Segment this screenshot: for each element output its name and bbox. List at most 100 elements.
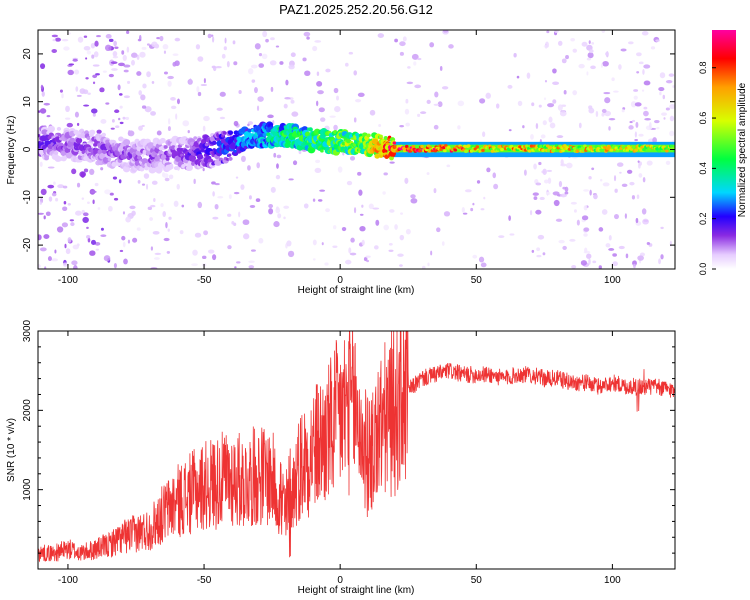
noise-mark [118,179,122,184]
noise-mark [123,95,131,99]
noise-mark [319,189,326,192]
noise-mark [235,176,239,179]
noise-mark [110,127,115,130]
noise-mark [400,212,404,215]
noise-mark [629,120,633,124]
ridge-mark [236,136,242,142]
noise-mark [613,213,619,220]
noise-mark [132,237,138,243]
noise-mark [601,30,606,34]
noise-mark [634,131,637,138]
noise-mark [470,207,474,212]
noise-mark [535,182,542,186]
noise-mark [457,100,465,107]
noise-mark [394,38,398,43]
noise-mark [126,30,130,35]
noise-mark [636,194,640,199]
noise-mark [535,122,539,129]
noise-mark [92,199,95,205]
noise-mark [176,98,180,105]
noise-mark [248,265,255,269]
noise-mark [91,54,95,59]
noise-mark [146,43,150,46]
noise-mark [650,46,656,50]
noise-mark [472,202,475,206]
ridge-mark [404,144,409,149]
ridge-mark [469,149,474,153]
noise-mark [38,212,44,215]
noise-mark [654,119,660,124]
noise-mark [270,37,275,41]
noise-mark [389,161,395,164]
noise-mark [211,181,216,185]
ridge-mark [69,137,75,143]
noise-mark [256,162,260,169]
noise-mark [417,57,422,61]
noise-mark [553,199,560,207]
noise-mark [588,107,595,114]
noise-mark [141,105,147,109]
y-tick-label: 20 [22,48,33,60]
ridge-mark [411,145,416,149]
noise-mark [422,265,426,269]
noise-mark [214,183,220,186]
noise-mark [365,255,371,258]
noise-mark [67,69,74,76]
y-tick-label: 10 [22,96,33,108]
noise-mark [570,201,577,205]
noise-mark [399,51,404,56]
noise-mark [646,160,653,166]
noise-mark [509,233,515,236]
noise-mark [238,211,241,218]
noise-mark [47,166,55,169]
noise-mark [113,197,119,201]
ridge-mark [122,165,131,173]
ridge-mark [102,149,108,155]
noise-mark [74,111,79,118]
noise-mark [405,122,410,127]
ridge-mark [642,148,646,152]
ridge-mark [227,130,234,135]
y-tick-label: 0 [22,146,33,152]
noise-mark [137,180,141,184]
noise-mark [164,177,170,182]
noise-mark [404,177,409,184]
noise-mark [65,117,71,120]
noise-mark [250,64,258,69]
noise-mark [446,164,451,168]
noise-mark [257,96,264,102]
noise-mark [61,222,69,228]
ridge-mark [439,147,443,152]
noise-mark [151,81,155,84]
noise-mark [140,94,146,101]
ridge-mark [631,145,636,149]
snr-marks [38,331,675,563]
noise-mark [104,44,112,52]
noise-mark [90,190,97,194]
noise-mark [303,203,309,209]
noise-mark [480,208,485,211]
noise-mark [103,255,111,262]
noise-mark [336,95,339,101]
noise-mark [197,201,203,209]
noise-mark [96,34,101,38]
noise-mark [399,124,405,128]
noise-mark [146,183,149,190]
noise-mark [170,105,177,110]
noise-mark [359,226,366,232]
noise-mark [274,221,278,226]
noise-mark [100,227,104,231]
ridge-mark [640,145,644,149]
noise-mark [249,204,256,208]
noise-mark [312,45,318,52]
noise-mark [202,167,205,172]
noise-mark [373,245,379,250]
noise-mark [262,30,268,38]
noise-mark [163,71,168,75]
noise-mark [269,60,277,66]
noise-mark [588,40,591,45]
noise-mark [659,72,666,79]
snr-ticks: -100 -50 0 50 100 1000 2000 3000 [22,319,675,586]
noise-mark [121,50,125,55]
noise-mark [658,86,665,92]
